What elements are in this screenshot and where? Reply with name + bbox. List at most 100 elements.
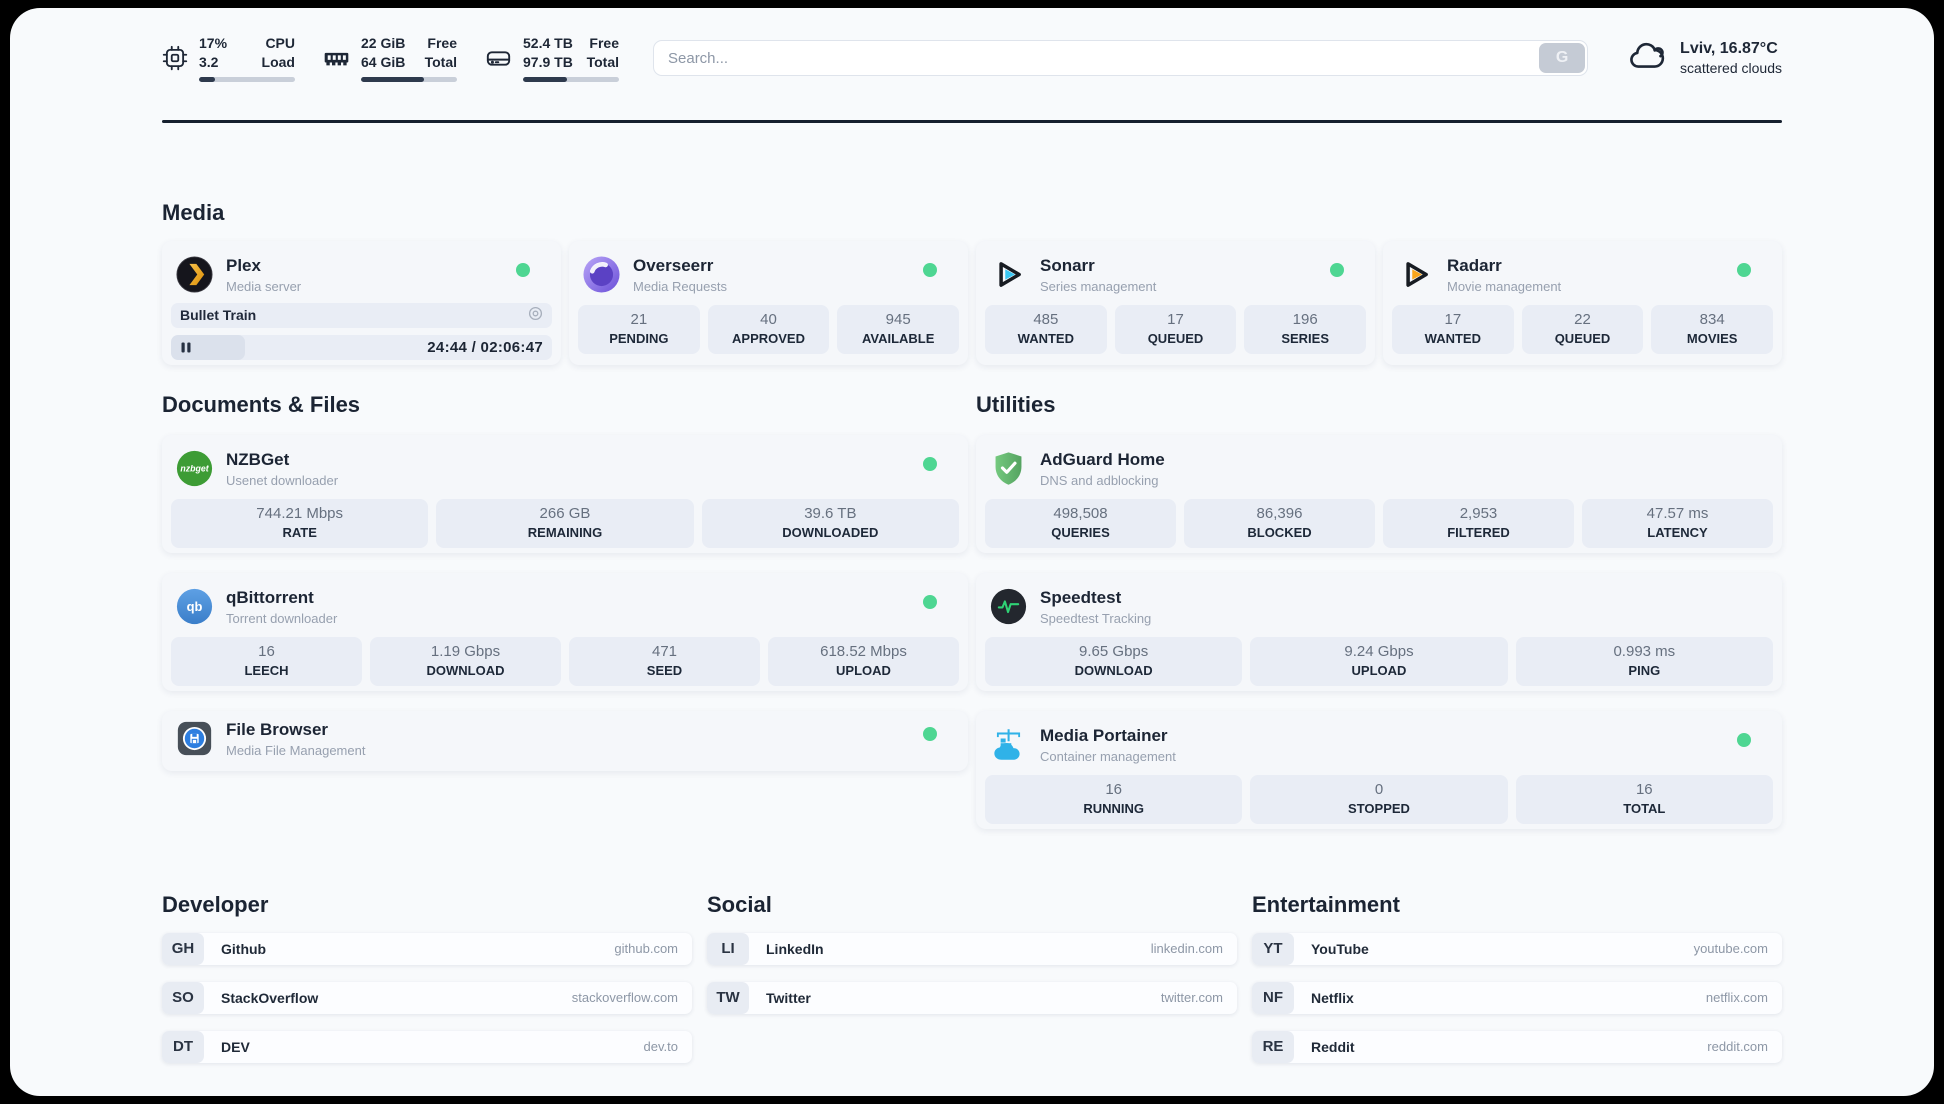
overseerr-card[interactable]: Overseerr Media Requests 21 PENDING 40 A… [569,240,968,365]
app-subtitle: Speedtest Tracking [1040,610,1152,626]
stat-box: 945 AVAILABLE [837,304,960,354]
memory-total-value: 64 GiB [361,54,406,70]
link-initials: DT [162,1030,204,1063]
stat-box: 16 TOTAL [1515,774,1773,824]
plex-card[interactable]: Plex Media server Bullet Train [162,240,561,365]
overseerr-icon [583,255,620,293]
playback-time: 24:44 / 02:06:47 [427,338,543,356]
stat-box: 47.57 ms LATENCY [1582,498,1773,548]
load-label: Load [261,54,295,70]
status-dot [516,262,530,277]
app-subtitle: Movie management [1447,278,1562,294]
entertainment-column: Entertainment YT YouTube youtube.com NF … [1252,891,1782,1080]
stat-box: 17 QUEUED [1114,304,1237,354]
link-reddit[interactable]: RE Reddit reddit.com [1252,1030,1782,1063]
cpu-label: CPU [265,35,295,51]
storage-progress-bar [523,77,619,82]
link-initials: GH [162,932,204,965]
app-subtitle: Torrent downloader [226,610,338,626]
speedtest-card[interactable]: Speedtest Speedtest Tracking 9.65 Gbps D… [976,572,1782,691]
search-box: G [653,40,1589,76]
link-twitter[interactable]: TW Twitter twitter.com [707,981,1237,1014]
app-title: Media Portainer [1040,725,1168,745]
adguard-icon [990,450,1027,487]
stat-box: 39.6 TB DOWNLOADED [701,498,959,548]
weather-widget: Lviv, 16.87°C scattered clouds [1626,35,1782,82]
storage-free-value: 52.4 TB [523,35,573,51]
system-widgets: 17% 3.2 CPU Load [162,34,619,82]
portainer-card[interactable]: Media Portainer Container management 16 … [976,710,1782,829]
media-grid: Plex Media server Bullet Train [162,240,1782,365]
section-title-media: Media [162,199,225,225]
nzbget-card[interactable]: nzbget NZBGet Usenet downloader 744.21 M… [162,434,968,553]
stat-box: 16 RUNNING [985,774,1243,824]
sonarr-card[interactable]: Sonarr Series management 485 WANTED 17 Q… [976,240,1375,365]
qbittorrent-card[interactable]: qb qBittorrent Torrent downloader 16 LEE… [162,572,968,691]
link-initials: RE [1252,1030,1294,1063]
status-dot [923,456,937,471]
now-playing-progress-bar: 24:44 / 02:06:47 [171,334,552,360]
plex-icon [176,255,213,293]
app-title: Speedtest [1040,587,1122,607]
memory-icon [323,45,350,72]
weather-location-temp: Lviv, 16.87°C [1680,40,1778,57]
storage-total-value: 97.9 TB [523,54,573,70]
link-netflix[interactable]: NF Netflix netflix.com [1252,981,1782,1014]
stat-box: 9.24 Gbps UPLOAD [1250,636,1508,686]
link-linkedin[interactable]: LI LinkedIn linkedin.com [707,932,1237,965]
app-title: Overseerr [633,255,714,275]
header-divider [162,120,1782,123]
stat-box: 9.65 Gbps DOWNLOAD [985,636,1243,686]
link-initials: SO [162,981,204,1014]
link-stackoverflow[interactable]: SO StackOverflow stackoverflow.com [162,981,692,1014]
status-dot [1737,262,1751,277]
stat-box: 2,953 FILTERED [1383,498,1574,548]
link-github[interactable]: GH Github github.com [162,932,692,965]
cpu-load-value: 3.2 [199,54,219,70]
adguard-card[interactable]: AdGuard Home DNS and adblocking 498,508 … [976,434,1782,553]
status-dot [1737,732,1751,747]
stat-box: 0.993 ms PING [1515,636,1773,686]
documents-column: Documents & Files nzbget NZBGet Usenet d… [162,391,968,829]
app-title: qBittorrent [226,587,314,607]
link-dev[interactable]: DT DEV dev.to [162,1030,692,1063]
stat-box: 40 APPROVED [707,304,830,354]
stat-box: 0 STOPPED [1250,774,1508,824]
search-engine-button[interactable]: G [1539,43,1586,73]
sonarr-icon [990,256,1027,293]
link-youtube[interactable]: YT YouTube youtube.com [1252,932,1782,965]
section-title-documents: Documents & Files [162,391,361,417]
section-title-developer: Developer [162,891,269,917]
session-screen-icon [528,306,543,324]
storage-icon [485,45,512,72]
section-title-entertainment: Entertainment [1252,891,1400,917]
filebrowser-icon [176,720,213,757]
link-initials: TW [707,981,749,1014]
app-subtitle: Media server [226,278,302,294]
app-subtitle: Container management [1040,748,1176,764]
app-subtitle: Usenet downloader [226,472,339,488]
app-subtitle: Series management [1040,278,1157,294]
radarr-card[interactable]: Radarr Movie management 17 WANTED 22 QUE… [1383,240,1782,365]
developer-column: Developer GH Github github.com SO StackO… [162,891,692,1080]
cpu-usage-value: 17% [199,35,228,51]
stat-box: 266 GB REMAINING [436,498,694,548]
app-title: NZBGet [226,449,290,469]
app-subtitle: Media File Management [226,742,366,758]
top-bar: 17% 3.2 CPU Load [162,8,1782,82]
qbittorrent-icon: qb [176,588,213,625]
link-initials: LI [707,932,749,965]
stat-box: 16 LEECH [171,636,362,686]
speedtest-icon [990,588,1027,625]
memory-free-value: 22 GiB [361,35,406,51]
pause-icon [180,341,192,354]
status-dot [923,594,937,609]
storage-free-label: Free [589,35,619,51]
stat-box: 485 WANTED [985,304,1107,354]
section-title-social: Social [707,891,772,917]
search-input[interactable] [653,40,1589,76]
filebrowser-card[interactable]: File Browser Media File Management [162,710,968,771]
app-subtitle: DNS and adblocking [1040,472,1159,488]
stat-box: 618.52 Mbps UPLOAD [768,636,959,686]
stat-box: 86,396 BLOCKED [1184,498,1375,548]
